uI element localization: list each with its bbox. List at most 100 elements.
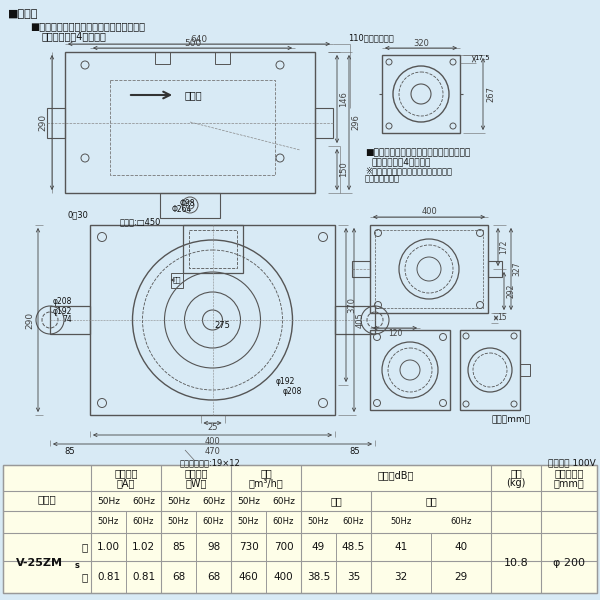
Text: 50Hz: 50Hz xyxy=(237,497,260,505)
Text: 50Hz: 50Hz xyxy=(167,497,190,505)
Text: 60Hz: 60Hz xyxy=(202,497,225,505)
Text: （m³/h）: （m³/h） xyxy=(248,478,283,488)
Bar xyxy=(90,225,335,415)
Bar xyxy=(182,225,242,273)
Bar xyxy=(335,306,375,334)
Bar xyxy=(215,52,230,64)
Text: 50Hz: 50Hz xyxy=(168,517,189,526)
Text: 1.00: 1.00 xyxy=(97,542,120,552)
Text: 強: 強 xyxy=(82,542,88,552)
Text: 電源: 電源 xyxy=(172,277,181,283)
Text: 60Hz: 60Hz xyxy=(133,517,154,526)
Text: 60Hz: 60Hz xyxy=(343,517,364,526)
Text: 98: 98 xyxy=(207,542,220,552)
Bar xyxy=(382,55,460,133)
Text: （A）: （A） xyxy=(117,478,135,488)
Bar xyxy=(488,261,502,277)
Text: 460: 460 xyxy=(239,572,259,582)
Text: 48.5: 48.5 xyxy=(342,542,365,552)
Text: 267: 267 xyxy=(487,86,496,102)
Bar xyxy=(460,330,520,410)
Text: 60Hz: 60Hz xyxy=(273,517,294,526)
Text: 起動電流: 起動電流 xyxy=(114,468,138,478)
Text: 騒音（dB）: 騒音（dB） xyxy=(378,470,414,480)
Bar xyxy=(47,107,65,137)
Text: 38.5: 38.5 xyxy=(307,572,330,582)
Text: 49: 49 xyxy=(312,542,325,552)
Text: 320: 320 xyxy=(413,40,429,49)
Text: 25: 25 xyxy=(207,424,218,433)
Text: 400: 400 xyxy=(205,437,220,446)
Text: 17.5: 17.5 xyxy=(474,55,490,61)
Text: 50Hz: 50Hz xyxy=(238,517,259,526)
Text: 85: 85 xyxy=(172,542,185,552)
Text: 290: 290 xyxy=(38,114,47,131)
Text: φ192: φ192 xyxy=(53,307,72,316)
Text: 質量: 質量 xyxy=(510,468,522,478)
Text: 60Hz: 60Hz xyxy=(451,517,472,526)
Text: 10.8: 10.8 xyxy=(503,558,529,568)
Bar xyxy=(3,465,597,593)
Text: （単位mm）: （単位mm） xyxy=(491,415,530,425)
Bar xyxy=(110,80,275,175)
Text: 500: 500 xyxy=(184,40,201,49)
Bar xyxy=(370,330,450,410)
Text: （W）: （W） xyxy=(185,478,206,488)
Text: φ208: φ208 xyxy=(53,298,72,307)
Text: 29: 29 xyxy=(454,572,467,582)
Text: V-25ZM: V-25ZM xyxy=(16,558,62,568)
Text: 消費電力: 消費電力 xyxy=(184,468,208,478)
Text: φ192: φ192 xyxy=(275,377,295,386)
Text: Φ264: Φ264 xyxy=(172,205,193,214)
Text: 640: 640 xyxy=(190,35,208,44)
Bar xyxy=(188,230,236,268)
Text: 風方向: 風方向 xyxy=(185,90,203,100)
Text: 470: 470 xyxy=(205,446,220,455)
Text: 弱: 弱 xyxy=(82,572,88,582)
Bar xyxy=(520,364,530,376)
Text: 400: 400 xyxy=(274,572,293,582)
Bar xyxy=(155,52,170,64)
Text: 35: 35 xyxy=(347,572,360,582)
Text: 60Hz: 60Hz xyxy=(203,517,224,526)
Text: φ208: φ208 xyxy=(283,388,302,397)
Text: 0～30: 0～30 xyxy=(67,211,88,220)
Bar xyxy=(352,261,370,277)
Text: 電源電圧 100V: 電源電圧 100V xyxy=(548,458,596,467)
Text: 側面: 側面 xyxy=(425,496,437,506)
Text: 110（最大開き）: 110（最大開き） xyxy=(348,34,394,43)
Text: 据付位置（4点吊り）: 据付位置（4点吊り） xyxy=(42,31,107,41)
Text: 天吊ボルト穴:19×12: 天吊ボルト穴:19×12 xyxy=(179,458,241,467)
Text: 点検口:□450: 点検口:□450 xyxy=(120,217,161,226)
Text: s: s xyxy=(74,562,79,571)
Text: 40: 40 xyxy=(454,542,467,552)
Text: 15: 15 xyxy=(497,313,507,323)
Text: φ 200: φ 200 xyxy=(553,558,585,568)
Text: 85: 85 xyxy=(350,446,361,455)
Text: 292: 292 xyxy=(506,284,515,298)
Text: 405: 405 xyxy=(355,312,365,328)
Text: （破線指示部）: （破線指示部） xyxy=(365,174,400,183)
Text: 50Hz: 50Hz xyxy=(308,517,329,526)
Text: 730: 730 xyxy=(239,542,259,552)
Text: ■モーターメンテナンス方向　側面の場合: ■モーターメンテナンス方向 側面の場合 xyxy=(365,148,470,157)
Text: 据付位置（4点吊り）: 据付位置（4点吊り） xyxy=(372,157,431,166)
Text: 60Hz: 60Hz xyxy=(132,497,155,505)
Bar xyxy=(50,306,90,334)
Bar xyxy=(375,230,483,308)
Bar xyxy=(315,107,333,137)
Text: ■外形図: ■外形図 xyxy=(8,9,38,19)
Text: 150: 150 xyxy=(340,161,349,178)
Text: 接続パイプ: 接続パイプ xyxy=(554,468,584,478)
Text: 50Hz: 50Hz xyxy=(391,517,412,526)
Text: 327: 327 xyxy=(512,262,521,276)
Text: 120: 120 xyxy=(388,329,402,338)
Text: ※下図において天地が逆でも据付可能: ※下図において天地が逆でも据付可能 xyxy=(365,166,452,175)
Text: （mm）: （mm） xyxy=(554,478,584,488)
Text: 146: 146 xyxy=(340,91,349,107)
Text: 60Hz: 60Hz xyxy=(272,497,295,505)
Text: 32: 32 xyxy=(394,572,407,582)
Text: 85: 85 xyxy=(65,446,76,455)
Text: 400: 400 xyxy=(421,208,437,217)
Text: 296: 296 xyxy=(352,115,361,130)
